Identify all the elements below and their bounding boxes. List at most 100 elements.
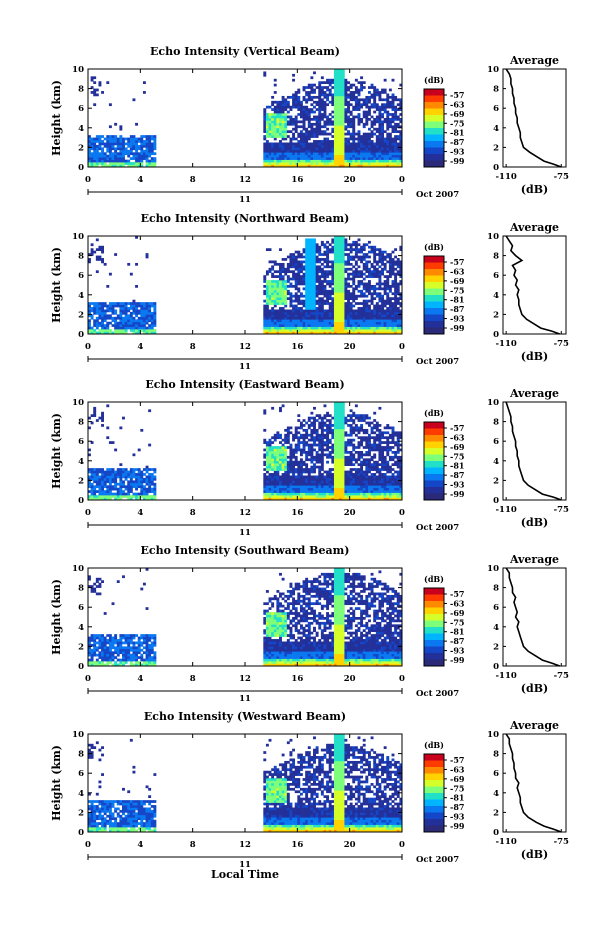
heatmap-cell [392, 145, 395, 148]
heatmap-cell [130, 140, 133, 143]
heatmap-cell [263, 123, 266, 126]
profile-y-tick-label: 6 [493, 271, 499, 281]
heatmap-cell [334, 473, 337, 476]
heatmap-cell [355, 314, 358, 317]
heatmap-cell [98, 493, 101, 496]
heatmap-cell [331, 135, 334, 138]
heatmap-cell [326, 314, 329, 317]
heatmap-cell [112, 310, 115, 313]
heatmap-cell [358, 103, 361, 106]
heatmap-cell [117, 155, 120, 158]
heatmap-cell [305, 130, 308, 133]
heatmap-cell [148, 143, 151, 146]
heatmap-cell [344, 327, 347, 330]
heatmap-cell [300, 488, 303, 491]
heatmap-cell [289, 458, 292, 461]
heatmap-cell [324, 275, 327, 278]
heatmap-cell [279, 270, 282, 273]
heatmap-cell [324, 251, 327, 254]
heatmap-cell [350, 305, 353, 308]
heatmap-cell [140, 478, 143, 481]
heatmap-cell [365, 150, 368, 153]
heatmap-cell [321, 449, 324, 452]
heatmap-cell [303, 155, 306, 158]
heatmap-cell [143, 478, 146, 481]
heatmap-cell [352, 287, 355, 290]
heatmap-cell [263, 280, 266, 283]
heatmap-cell [373, 147, 376, 150]
heatmap-cell [114, 488, 117, 491]
heatmap-cell [274, 461, 277, 464]
heatmap-cell [373, 268, 376, 271]
heatmap-cell [305, 441, 308, 444]
heatmap-cell [392, 113, 395, 116]
heatmap-cell [271, 493, 274, 496]
heatmap-cell [329, 312, 332, 315]
heatmap-cell [93, 324, 96, 327]
heatmap-cell [266, 310, 269, 313]
heatmap-cell [378, 125, 381, 128]
heatmap-cell [350, 324, 353, 327]
heatmap-cell [329, 439, 332, 442]
heatmap-cell [321, 91, 324, 94]
heatmap-cell [329, 485, 332, 488]
heatmap-cell [148, 152, 151, 155]
heatmap-cell [271, 458, 274, 461]
heatmap-cell [305, 145, 308, 148]
heatmap-cell [274, 152, 277, 155]
heatmap-cell [394, 125, 397, 128]
heatmap-cell [337, 261, 340, 264]
heatmap-cell [394, 143, 397, 146]
heatmap-cell [381, 152, 384, 155]
heatmap-cell [326, 488, 329, 491]
heatmap-cell [337, 133, 340, 136]
heatmap-cell [98, 417, 101, 420]
heatmap-cell [368, 140, 371, 143]
heatmap-cell [363, 263, 366, 266]
heatmap-cell [339, 74, 342, 77]
heatmap-cell [269, 130, 272, 133]
heatmap-cell [303, 251, 306, 254]
heatmap-cell [368, 251, 371, 254]
heatmap-cell [151, 319, 154, 322]
heatmap-cell [112, 319, 115, 322]
heatmap-cell [363, 268, 366, 271]
heatmap-cell [316, 265, 319, 268]
heatmap-cell [313, 310, 316, 313]
heatmap-cell [394, 268, 397, 271]
heatmap-cell [310, 162, 313, 165]
heatmap-cell [342, 265, 345, 268]
heatmap-cell [326, 300, 329, 303]
heatmap-cell [337, 120, 340, 123]
heatmap-cell [397, 300, 400, 303]
heatmap-cell [376, 120, 379, 123]
heatmap-cell [324, 280, 327, 283]
heatmap-cell [127, 140, 130, 143]
heatmap-cell [342, 96, 345, 99]
heatmap-cell [324, 490, 327, 493]
heatmap-cell [96, 238, 99, 241]
heatmap-cell [331, 123, 334, 126]
heatmap-cell [140, 314, 143, 317]
heatmap-cell [297, 290, 300, 293]
heatmap-cell [308, 317, 311, 320]
heatmap-cell [93, 302, 96, 305]
heatmap-cell [347, 155, 350, 158]
heatmap-cell [334, 103, 337, 106]
heatmap-cell [287, 317, 290, 320]
heatmap-cell [318, 290, 321, 293]
heatmap-cell [331, 429, 334, 432]
heatmap-cell [384, 103, 387, 106]
heatmap-cell [352, 162, 355, 165]
heatmap-cell [316, 86, 319, 89]
heatmap-cell [269, 128, 272, 131]
heatmap-cell [318, 297, 321, 300]
heatmap-cell [337, 324, 340, 327]
heatmap-cell [358, 251, 361, 254]
heatmap-cell [324, 81, 327, 84]
heatmap-cell [347, 263, 350, 266]
heatmap-cell [334, 253, 337, 256]
heatmap-cell [339, 407, 342, 410]
heatmap-cell [101, 162, 104, 165]
heatmap-cell [274, 436, 277, 439]
